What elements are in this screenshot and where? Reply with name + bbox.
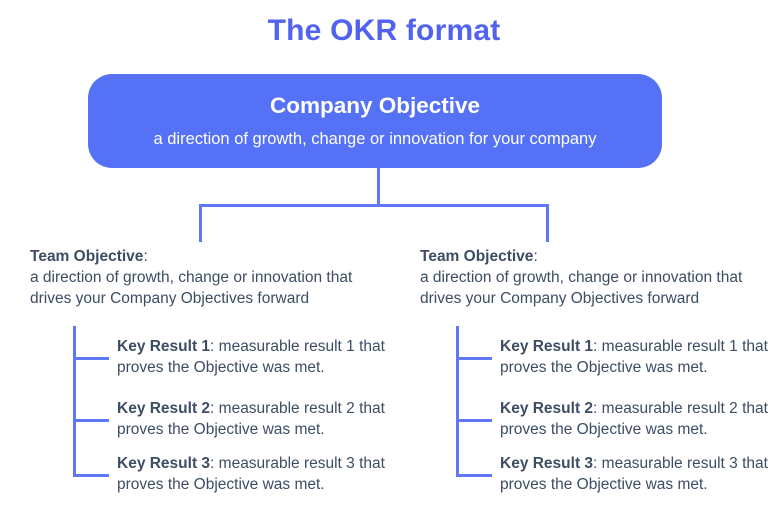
key-result-text-line2: proves the Objective was met.	[500, 476, 708, 493]
tree-tick-right-3	[456, 474, 492, 477]
tree-tick-left-1	[73, 357, 109, 360]
key-result-text-line2: proves the Objective was met.	[117, 476, 325, 493]
key-result-1-left: Key Result 1: measurable result 1 that p…	[117, 336, 417, 378]
connector-center-vertical	[377, 167, 380, 206]
key-result-text: : measurable result 1 that	[593, 338, 768, 355]
key-result-3-right: Key Result 3: measurable result 3 that p…	[500, 453, 768, 495]
key-result-2-right: Key Result 2: measurable result 2 that p…	[500, 398, 768, 440]
tree-vertical-left	[73, 326, 76, 477]
team-objective-colon: :	[143, 248, 148, 265]
connector-left-stub	[199, 204, 202, 242]
key-result-text: : measurable result 2 that	[593, 400, 768, 417]
tree-tick-left-2	[73, 419, 109, 422]
team-objective-description-line: drives your Company Objectives forward	[420, 290, 700, 307]
key-result-label: Key Result 3	[117, 455, 211, 472]
key-result-3-left: Key Result 3: measurable result 3 that p…	[117, 453, 417, 495]
company-objective-heading: Company Objective	[269, 93, 481, 118]
team-objective-description-line: drives your Company Objectives forward	[30, 290, 310, 307]
key-result-1-right: Key Result 1: measurable result 1 that p…	[500, 336, 768, 378]
connector-horizontal	[199, 204, 549, 207]
team-objective-right: Team Objective: a direction of growth, c…	[420, 246, 768, 309]
key-result-text-line2: proves the Objective was met.	[117, 421, 325, 438]
key-result-label: Key Result 2	[117, 400, 211, 417]
key-result-text-line2: proves the Objective was met.	[500, 421, 708, 438]
key-result-text: : measurable result 3 that	[593, 455, 768, 472]
diagram-title: The OKR format	[267, 14, 501, 47]
key-result-2-left: Key Result 2: measurable result 2 that p…	[117, 398, 417, 440]
team-objective-description-line: a direction of growth, change or innovat…	[420, 269, 743, 286]
connector-right-stub	[546, 204, 549, 242]
company-objective-box: Company Objective a direction of growth,…	[88, 74, 662, 168]
key-result-text: : measurable result 2 that	[210, 400, 385, 417]
key-result-text-line2: proves the Objective was met.	[500, 359, 708, 376]
tree-tick-left-3	[73, 474, 109, 477]
tree-vertical-right	[456, 326, 459, 477]
tree-tick-right-2	[456, 419, 492, 422]
team-objective-heading: Team Objective	[30, 248, 144, 265]
key-result-text: : measurable result 3 that	[210, 455, 385, 472]
team-objective-colon: :	[533, 248, 538, 265]
key-result-label: Key Result 1	[117, 338, 211, 355]
key-result-label: Key Result 3	[500, 455, 594, 472]
key-result-label: Key Result 1	[500, 338, 594, 355]
team-objective-left: Team Objective: a direction of growth, c…	[30, 246, 390, 309]
key-result-text-line2: proves the Objective was met.	[117, 359, 325, 376]
team-objective-heading: Team Objective	[420, 248, 534, 265]
key-result-text: : measurable result 1 that	[210, 338, 385, 355]
company-objective-subtitle: a direction of growth, change or innovat…	[153, 130, 597, 148]
key-result-label: Key Result 2	[500, 400, 594, 417]
team-objective-description-line: a direction of growth, change or innovat…	[30, 269, 353, 286]
tree-tick-right-1	[456, 357, 492, 360]
